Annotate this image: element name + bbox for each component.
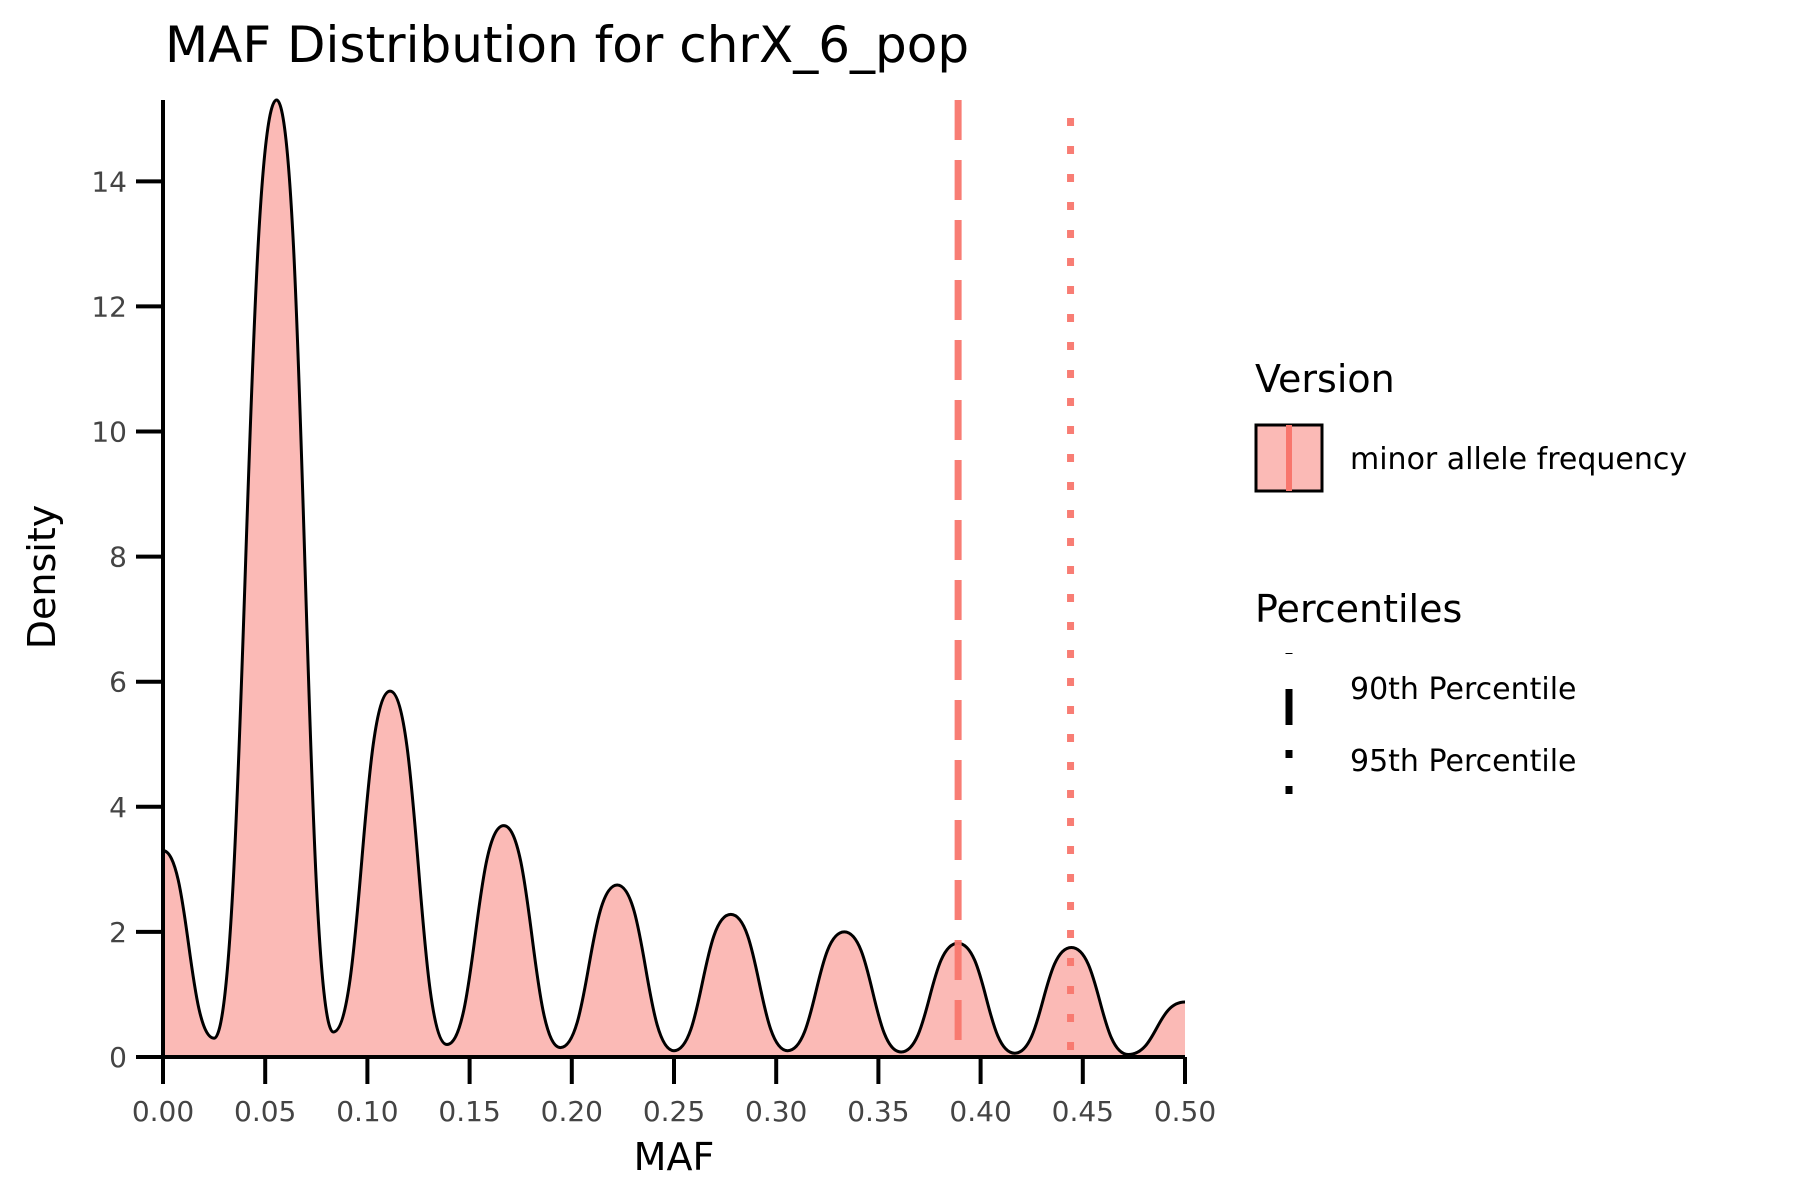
x-tick-label: 0.45 — [1052, 1095, 1114, 1128]
y-tick-label: 8 — [109, 541, 127, 574]
legend-p95-label: 95th Percentile — [1350, 744, 1577, 779]
y-tick-label: 14 — [91, 165, 127, 198]
y-tick-label: 0 — [109, 1041, 127, 1074]
x-tick-label: 0.00 — [132, 1095, 194, 1128]
x-axis-title: MAF — [634, 1135, 715, 1179]
x-tick-label: 0.05 — [234, 1095, 296, 1128]
y-tick-label: 4 — [109, 791, 127, 824]
x-tick-label: 0.15 — [438, 1095, 500, 1128]
legend-version-title: Version — [1255, 357, 1395, 401]
x-tick-label: 0.35 — [847, 1095, 909, 1128]
legend-p90-label: 90th Percentile — [1350, 672, 1577, 707]
legend-version-label: minor allele frequency — [1350, 442, 1687, 477]
density-area — [163, 100, 1185, 1057]
x-tick-label: 0.10 — [336, 1095, 398, 1128]
y-tick-label: 10 — [91, 416, 127, 449]
x-tick-label: 0.20 — [541, 1095, 603, 1128]
y-ticks: 0 2 4 6 8 10 12 14 — [91, 165, 163, 1074]
y-axis-title: Density — [20, 505, 64, 649]
x-tick-label: 0.50 — [1154, 1095, 1216, 1128]
x-ticks: 0.00 0.05 0.10 0.15 0.20 0.25 0.30 0.35 0.40 0.45… — [132, 1057, 1216, 1128]
x-tick-label: 0.25 — [643, 1095, 705, 1128]
y-tick-label: 6 — [109, 666, 127, 699]
legend: Version minor allele frequency Percentil… — [1254, 357, 1687, 795]
axes: 0.00 0.05 0.10 0.15 0.20 0.25 0.30 0.35 0.40 0.45… — [91, 100, 1216, 1128]
y-tick-label: 2 — [109, 916, 127, 949]
x-tick-label: 0.30 — [745, 1095, 807, 1128]
y-tick-label: 12 — [91, 290, 127, 323]
x-tick-label: 0.40 — [949, 1095, 1011, 1128]
legend-percentiles-title: Percentiles — [1255, 587, 1462, 631]
chart-title: MAF Distribution for chrX_6_pop — [165, 16, 969, 74]
plot-area — [162, 98, 1186, 1057]
